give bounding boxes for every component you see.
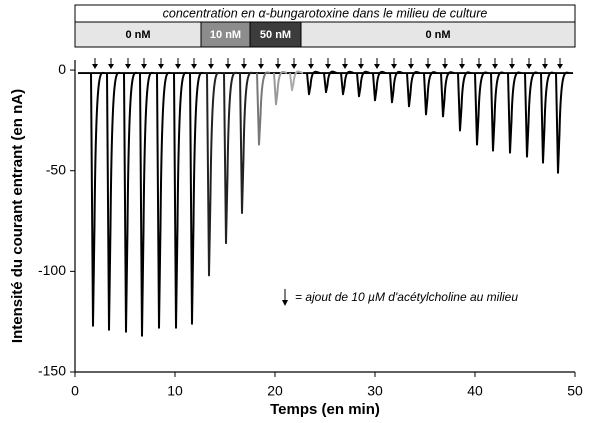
injection-arrow-head (374, 64, 380, 69)
phase-box (74, 21, 202, 48)
spike (289, 70, 304, 92)
y-axis-label: Intensité du courant entrant (en nA) (9, 89, 26, 343)
spike (239, 71, 254, 214)
y-tick-label: -150 (38, 363, 66, 379)
spike (524, 71, 539, 158)
injection-arrow-head (275, 64, 281, 69)
phase-box (300, 21, 576, 48)
injection-arrow-head (526, 64, 532, 69)
x-tick-label: 40 (467, 383, 483, 399)
spike (372, 70, 387, 102)
spike (474, 71, 489, 146)
spike (123, 71, 138, 333)
injection-arrow-head (141, 64, 147, 69)
injection-arrow-head (208, 64, 214, 69)
spike (106, 71, 121, 331)
injection-arrow-head (191, 64, 197, 69)
legend-arrow-head (282, 300, 288, 306)
phase-label: 0 nM (125, 29, 150, 41)
injection-arrow-head (492, 64, 498, 69)
injection-arrow-head (92, 64, 98, 69)
injection-arrow-head (175, 64, 181, 69)
spike (540, 71, 555, 164)
x-tick-label: 0 (71, 383, 79, 399)
injection-arrow-head (158, 64, 164, 69)
spike (356, 70, 371, 98)
injection-arrow-head (258, 64, 264, 69)
injection-arrow-head (425, 64, 431, 69)
x-axis-label: Temps (en min) (270, 401, 380, 418)
y-tick-label: -50 (46, 161, 66, 177)
phase-label: 0 nM (425, 29, 450, 41)
injection-arrow-head (476, 64, 482, 69)
x-tick-label: 30 (367, 383, 383, 399)
phase-box (200, 21, 251, 48)
injection-arrow-head (391, 64, 397, 69)
injection-arrow-head (557, 64, 563, 69)
injection-arrow-head (542, 64, 548, 69)
spike (323, 70, 338, 94)
y-tick-label: -100 (38, 262, 66, 278)
spike (206, 71, 221, 277)
x-tick-label: 50 (567, 383, 583, 399)
spike (389, 70, 404, 104)
spike (507, 71, 522, 154)
injection-arrow-head (308, 64, 314, 69)
spike (90, 71, 105, 327)
injection-arrow-head (241, 64, 247, 69)
phase-box (249, 21, 302, 48)
injection-arrow-head (291, 64, 297, 69)
spike (223, 71, 238, 245)
x-tick-label: 10 (167, 383, 183, 399)
x-tick-label: 20 (267, 383, 283, 399)
spike (139, 71, 154, 337)
injection-arrow-head (342, 64, 348, 69)
injection-arrow-head (459, 64, 465, 69)
injection-arrow-head (125, 64, 131, 69)
spike (406, 71, 421, 108)
annotation: = ajout de 10 µM d'acétylcholine au mili… (295, 290, 518, 304)
spike (273, 71, 288, 106)
spike (457, 71, 472, 132)
spike (555, 71, 570, 174)
injection-arrow-head (509, 64, 515, 69)
spike (156, 71, 171, 329)
spike (490, 71, 505, 152)
injection-arrow-head (225, 64, 231, 69)
injection-arrow-head (408, 64, 414, 69)
spike (340, 70, 355, 96)
injection-arrow-head (442, 64, 448, 69)
y-tick-label: 0 (58, 61, 66, 77)
spike (189, 71, 204, 325)
spike (306, 70, 321, 96)
banner-title: concentration en α-bungarotoxine dans le… (163, 6, 488, 20)
injection-arrow-head (108, 64, 114, 69)
spike (256, 71, 271, 146)
spike (173, 71, 188, 329)
phase-label: 50 nM (260, 29, 291, 41)
injection-arrow-head (358, 64, 364, 69)
spike (440, 71, 455, 118)
spike (423, 71, 438, 116)
phase-label: 10 nM (210, 29, 241, 41)
injection-arrow-head (325, 64, 331, 69)
